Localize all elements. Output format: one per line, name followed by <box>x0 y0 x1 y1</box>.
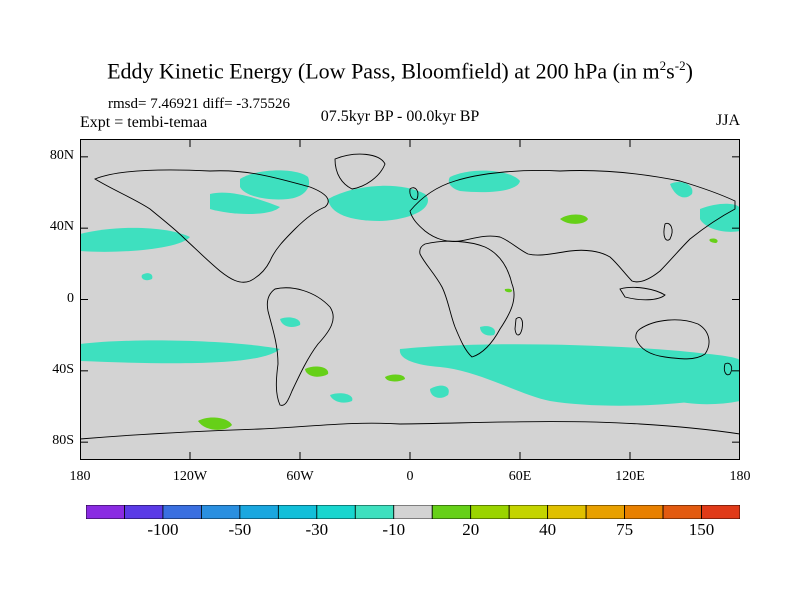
colorbar-box <box>239 505 279 519</box>
colorbar-box <box>277 505 318 519</box>
x-tick-label: 180 <box>729 469 751 484</box>
colorbar-label: 75 <box>616 520 634 539</box>
x-tick-label: 0 <box>406 469 414 484</box>
colorbar-label: 20 <box>462 520 480 539</box>
colorbar-label: -30 <box>305 520 329 539</box>
colorbar-box <box>508 505 549 519</box>
colorbar-box <box>124 505 164 519</box>
period-label: 07.5kyr BP - 00.0kyr BP <box>320 108 480 125</box>
map-plot <box>80 139 740 460</box>
x-tick-label: 60W <box>286 469 314 484</box>
figure-title: Eddy Kinetic Energy (Low Pass, Bloomfiel… <box>107 58 693 84</box>
map-frame <box>80 139 740 460</box>
colorbar-label: -50 <box>228 520 252 539</box>
negative-anomaly-regions <box>80 170 740 406</box>
x-tick-label: 120W <box>172 469 208 484</box>
colorbar-box <box>431 505 472 519</box>
x-tick-label: 120E <box>615 469 645 484</box>
colorbar-label: -100 <box>147 520 179 539</box>
colorbar-box <box>585 505 625 519</box>
colorbar-box <box>662 505 702 519</box>
colorbar-box <box>86 505 125 519</box>
colorbar-box <box>547 505 587 519</box>
y-tick-label: 80S <box>52 433 74 449</box>
y-tick-label: 40S <box>52 361 74 377</box>
colorbar-box <box>316 505 356 519</box>
positive-anomaly-regions <box>198 214 718 430</box>
y-tick-label: 0 <box>67 290 74 306</box>
coastlines <box>80 153 740 440</box>
y-tick-label: 40N <box>49 219 74 235</box>
colorbar-label: -10 <box>382 520 406 539</box>
map-panel <box>80 139 740 460</box>
colorbar-box <box>470 505 510 519</box>
y-tick-label: 80N <box>49 147 74 163</box>
colorbar-box <box>354 505 395 519</box>
colorbar-box <box>624 505 664 519</box>
x-tick-label: 60E <box>508 469 532 484</box>
stats-label: rmsd= 7.46921 diff= -3.75526 <box>108 96 291 112</box>
colorbar-svg <box>86 505 740 519</box>
colorbar-label: 40 <box>539 520 557 539</box>
experiment-label: Expt = tembi-temaa <box>80 114 208 131</box>
colorbar-box <box>701 505 740 519</box>
colorbar-label: 150 <box>688 520 715 539</box>
colorbar-box <box>201 505 241 519</box>
season-label: JJA <box>715 112 740 129</box>
colorbar-box <box>393 505 433 519</box>
colorbar-box <box>162 505 202 519</box>
x-tick-label: 180 <box>69 469 91 484</box>
